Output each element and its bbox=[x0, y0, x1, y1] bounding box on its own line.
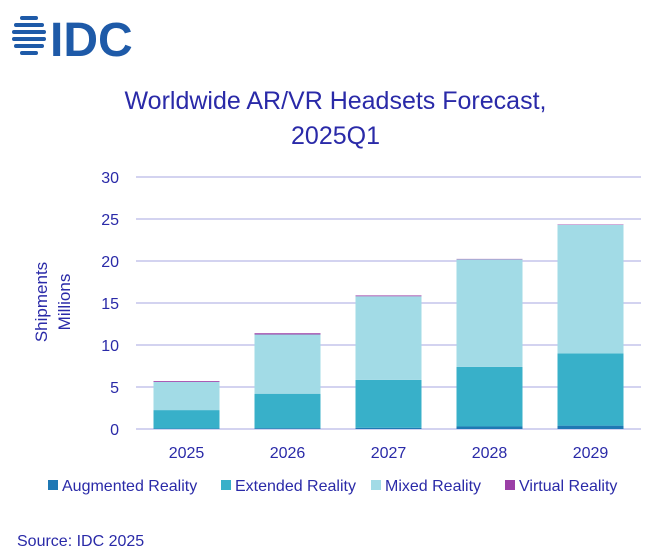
x-tick-label: 2029 bbox=[573, 445, 609, 462]
source-note: Source: IDC 2025 bbox=[17, 533, 145, 550]
logo-text: IDC bbox=[50, 14, 133, 67]
x-tick-label: 2026 bbox=[270, 445, 306, 462]
legend-swatch-mixed-reality bbox=[371, 480, 381, 490]
bar-virtual-reality-2027 bbox=[355, 295, 422, 297]
y-tick-label: 10 bbox=[101, 338, 119, 355]
chart-title: Worldwide AR/VR Headsets Forecast, 2025Q… bbox=[0, 84, 671, 154]
legend-swatch-virtual-reality bbox=[505, 480, 515, 490]
bar-extended-reality-2029 bbox=[557, 353, 624, 426]
y-axis-ticks: 0 5 10 15 20 25 30 bbox=[101, 170, 119, 439]
y-tick-label: 25 bbox=[101, 212, 119, 229]
bar-augmented-reality-2028 bbox=[456, 426, 523, 429]
bar-mixed-reality-2029 bbox=[557, 224, 624, 354]
legend-swatch-extended-reality bbox=[221, 480, 231, 490]
x-tick-label: 2025 bbox=[169, 445, 205, 462]
bar-mixed-reality-2027 bbox=[355, 296, 422, 380]
y-tick-label: 30 bbox=[101, 170, 119, 187]
bar-virtual-reality-2025 bbox=[153, 381, 220, 382]
y-tick-label: 20 bbox=[101, 254, 119, 271]
legend: Augmented Reality Extended Reality Mixed R… bbox=[48, 478, 617, 495]
bar-virtual-reality-2026 bbox=[254, 333, 321, 335]
legend-label-virtual-reality: Virtual Reality bbox=[519, 478, 617, 495]
globe-icon bbox=[12, 16, 46, 55]
x-tick-label: 2027 bbox=[371, 445, 407, 462]
bars bbox=[153, 224, 624, 429]
bar-extended-reality-2028 bbox=[456, 366, 523, 427]
x-axis-ticks: 2025 2026 2027 2028 2029 bbox=[169, 445, 609, 462]
bar-augmented-reality-2026 bbox=[254, 428, 321, 429]
bar-extended-reality-2027 bbox=[355, 379, 422, 428]
y-tick-label: 0 bbox=[110, 422, 119, 439]
legend-label-augmented-reality: Augmented Reality bbox=[62, 478, 197, 495]
chart-title-line-1: Worldwide AR/VR Headsets Forecast, bbox=[124, 87, 547, 115]
idc-logo: IDC bbox=[12, 14, 133, 67]
y-axis-label-line-2: Millions bbox=[55, 274, 74, 331]
x-tick-label: 2028 bbox=[472, 445, 508, 462]
bar-extended-reality-2025 bbox=[153, 410, 220, 429]
bar-augmented-reality-2027 bbox=[355, 427, 422, 429]
bar-mixed-reality-2025 bbox=[153, 381, 220, 411]
bar-mixed-reality-2028 bbox=[456, 259, 523, 367]
legend-label-extended-reality: Extended Reality bbox=[235, 478, 356, 495]
legend-swatch-augmented-reality bbox=[48, 480, 58, 490]
legend-label-mixed-reality: Mixed Reality bbox=[385, 478, 481, 495]
bar-extended-reality-2026 bbox=[254, 393, 321, 429]
y-tick-label: 15 bbox=[101, 296, 119, 313]
y-axis-label-line-1: Shipments bbox=[32, 262, 51, 342]
chart-title-line-2: 2025Q1 bbox=[291, 122, 380, 150]
bar-augmented-reality-2029 bbox=[557, 425, 624, 429]
y-tick-label: 5 bbox=[110, 380, 119, 397]
bar-mixed-reality-2026 bbox=[254, 334, 321, 394]
